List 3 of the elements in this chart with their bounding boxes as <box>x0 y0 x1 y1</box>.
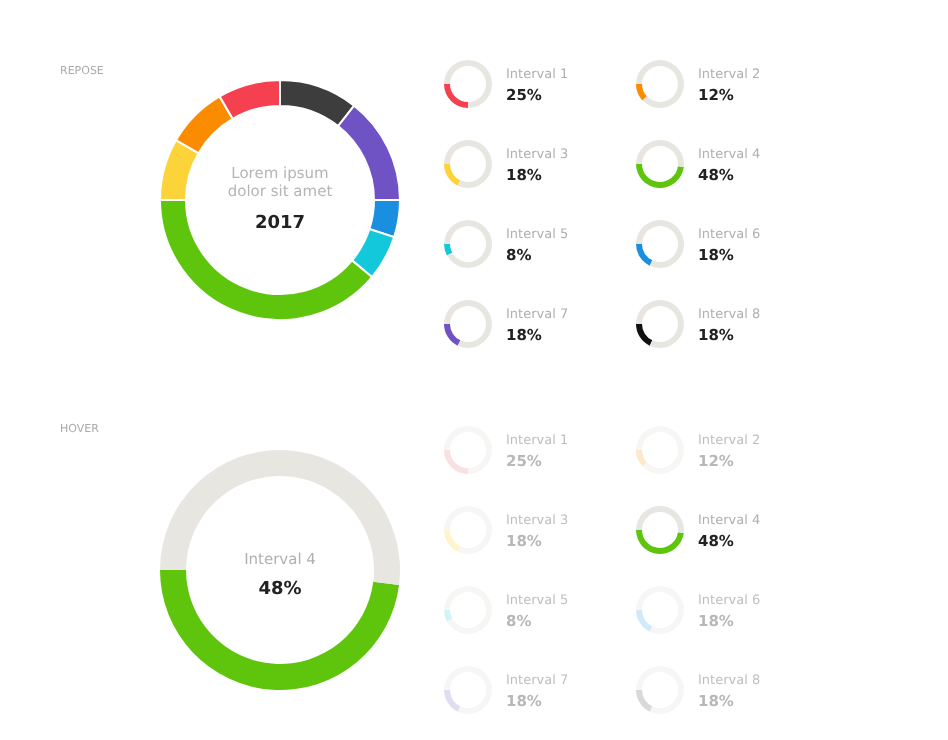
donut-slice <box>160 570 400 690</box>
data-label: 48% <box>258 580 302 600</box>
text: 2017 <box>254 214 306 234</box>
